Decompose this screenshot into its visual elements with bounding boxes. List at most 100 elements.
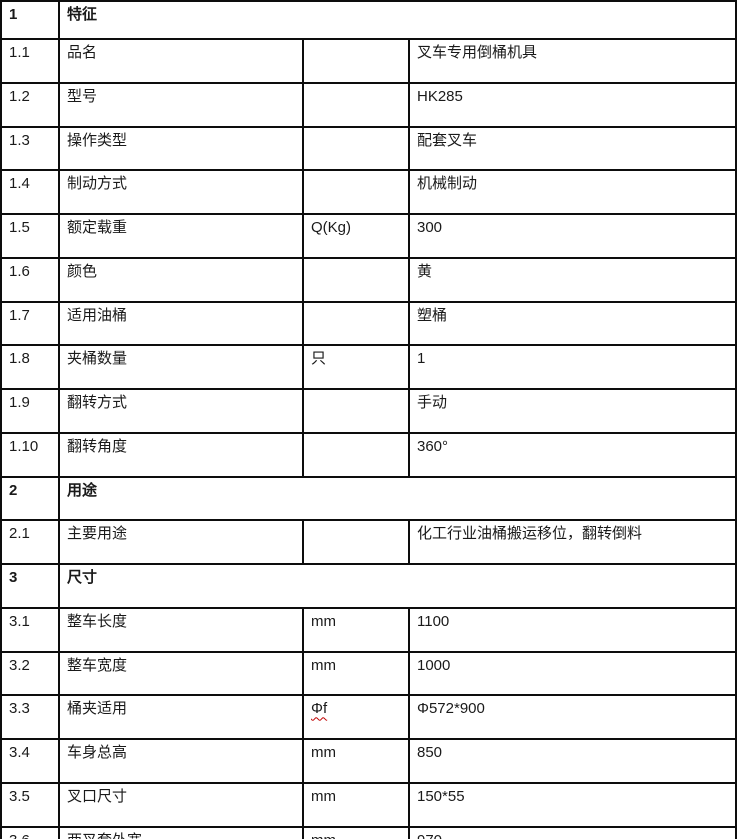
table-row: 1.5 额定载重 Q(Kg) 300 — [0, 213, 737, 259]
section-title: 尺寸 — [58, 563, 737, 609]
spec-unit — [302, 38, 410, 84]
spec-unit: mm — [302, 781, 410, 828]
section-row: 3 尺寸 — [0, 563, 737, 609]
spec-unit-text: mm — [311, 744, 336, 761]
spec-name: 夹桶数量 — [58, 344, 304, 390]
row-index: 3.4 — [0, 738, 60, 784]
spec-unit: 只 — [302, 344, 410, 390]
spec-value: HK285 — [408, 81, 737, 128]
spec-value: 850 — [408, 738, 737, 784]
spec-unit: mm — [302, 606, 410, 653]
table-row: 1.9 翻转方式 手动 — [0, 388, 737, 434]
spec-unit-text: Q(Kg) — [311, 219, 352, 236]
row-index: 1.2 — [0, 81, 60, 128]
spec-name: 主要用途 — [58, 519, 304, 565]
row-index: 1.6 — [0, 256, 60, 303]
spec-unit — [302, 125, 410, 172]
row-index: 1.5 — [0, 213, 60, 259]
spec-unit: mm — [302, 650, 410, 697]
spec-value: 1000 — [408, 650, 737, 697]
row-index: 1 — [0, 0, 60, 40]
table-row: 3.3 桶夹适用 Φf Φ572*900 — [0, 694, 737, 740]
table-row: 1.3 操作类型 配套叉车 — [0, 125, 737, 172]
spec-value: 化工行业油桶搬运移位，翻转倒料 — [408, 519, 737, 565]
spec-unit-text: mm — [311, 832, 336, 839]
table-row: 1.7 适用油桶 塑桶 — [0, 300, 737, 347]
row-index: 3 — [0, 563, 60, 609]
row-index: 1.10 — [0, 431, 60, 478]
spec-name: 两叉套外宽 — [58, 825, 304, 839]
spec-unit-text: Φf — [311, 700, 328, 718]
section-title: 用途 — [58, 475, 737, 522]
spec-value: Φ572*900 — [408, 694, 737, 740]
row-index: 1.8 — [0, 344, 60, 390]
spec-unit — [302, 256, 410, 303]
spec-value: 1 — [408, 344, 737, 390]
row-index: 3.2 — [0, 650, 60, 697]
spec-value: 360° — [408, 431, 737, 478]
spec-name: 桶夹适用 — [58, 694, 304, 740]
row-index: 3.3 — [0, 694, 60, 740]
table-row: 3.4 车身总高 mm 850 — [0, 738, 737, 784]
row-index: 3.6 — [0, 825, 60, 839]
row-index: 1.4 — [0, 169, 60, 215]
section-row: 2 用途 — [0, 475, 737, 522]
spec-value: 配套叉车 — [408, 125, 737, 172]
row-index: 1.3 — [0, 125, 60, 172]
spec-unit-text: mm — [311, 612, 336, 630]
spec-unit — [302, 519, 410, 565]
table-row: 1.10 翻转角度 360° — [0, 431, 737, 478]
spec-name: 翻转角度 — [58, 431, 304, 478]
table-row: 2.1 主要用途 化工行业油桶搬运移位，翻转倒料 — [0, 519, 737, 565]
spec-value: 手动 — [408, 388, 737, 434]
table-row: 3.1 整车长度 mm 1100 — [0, 606, 737, 653]
spec-name: 车身总高 — [58, 738, 304, 784]
spec-name: 颜色 — [58, 256, 304, 303]
spec-unit — [302, 431, 410, 478]
row-index: 1.9 — [0, 388, 60, 434]
table-row: 3.6两叉套外宽 mm 970 — [0, 825, 737, 839]
spec-unit — [302, 81, 410, 128]
spec-unit: mm — [302, 738, 410, 784]
spec-unit: Q(Kg) — [302, 213, 410, 259]
spec-value: 黄 — [408, 256, 737, 303]
spec-name: 品名 — [58, 38, 304, 84]
spec-name: 整车宽度 — [58, 650, 304, 697]
spec-value: 塑桶 — [408, 300, 737, 347]
section-row: 1 特征 — [0, 0, 737, 40]
spec-unit — [302, 388, 410, 434]
spec-name: 整车长度 — [58, 606, 304, 653]
spec-unit — [302, 300, 410, 347]
row-index: 2.1 — [0, 519, 60, 565]
table-row: 3.5 叉口尺寸 mm 150*55 — [0, 781, 737, 828]
spec-name: 型号 — [58, 81, 304, 128]
section-title: 特征 — [58, 0, 737, 40]
row-index: 1.1 — [0, 38, 60, 84]
table-row: 1.4 制动方式 机械制动 — [0, 169, 737, 215]
spec-name: 翻转方式 — [58, 388, 304, 434]
spec-value: 机械制动 — [408, 169, 737, 215]
table-row: 1.6 颜色 黄 — [0, 256, 737, 303]
spec-unit-text: 只 — [311, 350, 327, 368]
spec-value: 1100 — [408, 606, 737, 653]
spec-name: 适用油桶 — [58, 300, 304, 347]
spec-unit: mm — [302, 825, 410, 839]
spec-unit: Φf — [302, 694, 410, 740]
spec-value: 150*55 — [408, 781, 737, 828]
table-row: 1.2 型号 HK285 — [0, 81, 737, 128]
row-index: 3.1 — [0, 606, 60, 653]
table-row: 3.2 整车宽度 mm 1000 — [0, 650, 737, 697]
spec-name: 额定载重 — [58, 213, 304, 259]
row-index: 1.7 — [0, 300, 60, 347]
table-row: 1.8 夹桶数量只 1 — [0, 344, 737, 390]
table-row: 1.1 品名 叉车专用倒桶机具 — [0, 38, 737, 84]
spec-value: 叉车专用倒桶机具 — [408, 38, 737, 84]
spec-name: 叉口尺寸 — [58, 781, 304, 828]
spec-name: 操作类型 — [58, 125, 304, 172]
spec-value: 300 — [408, 213, 737, 259]
spec-value: 970 — [408, 825, 737, 839]
row-index: 2 — [0, 475, 60, 522]
spec-unit-text: mm — [311, 787, 336, 805]
